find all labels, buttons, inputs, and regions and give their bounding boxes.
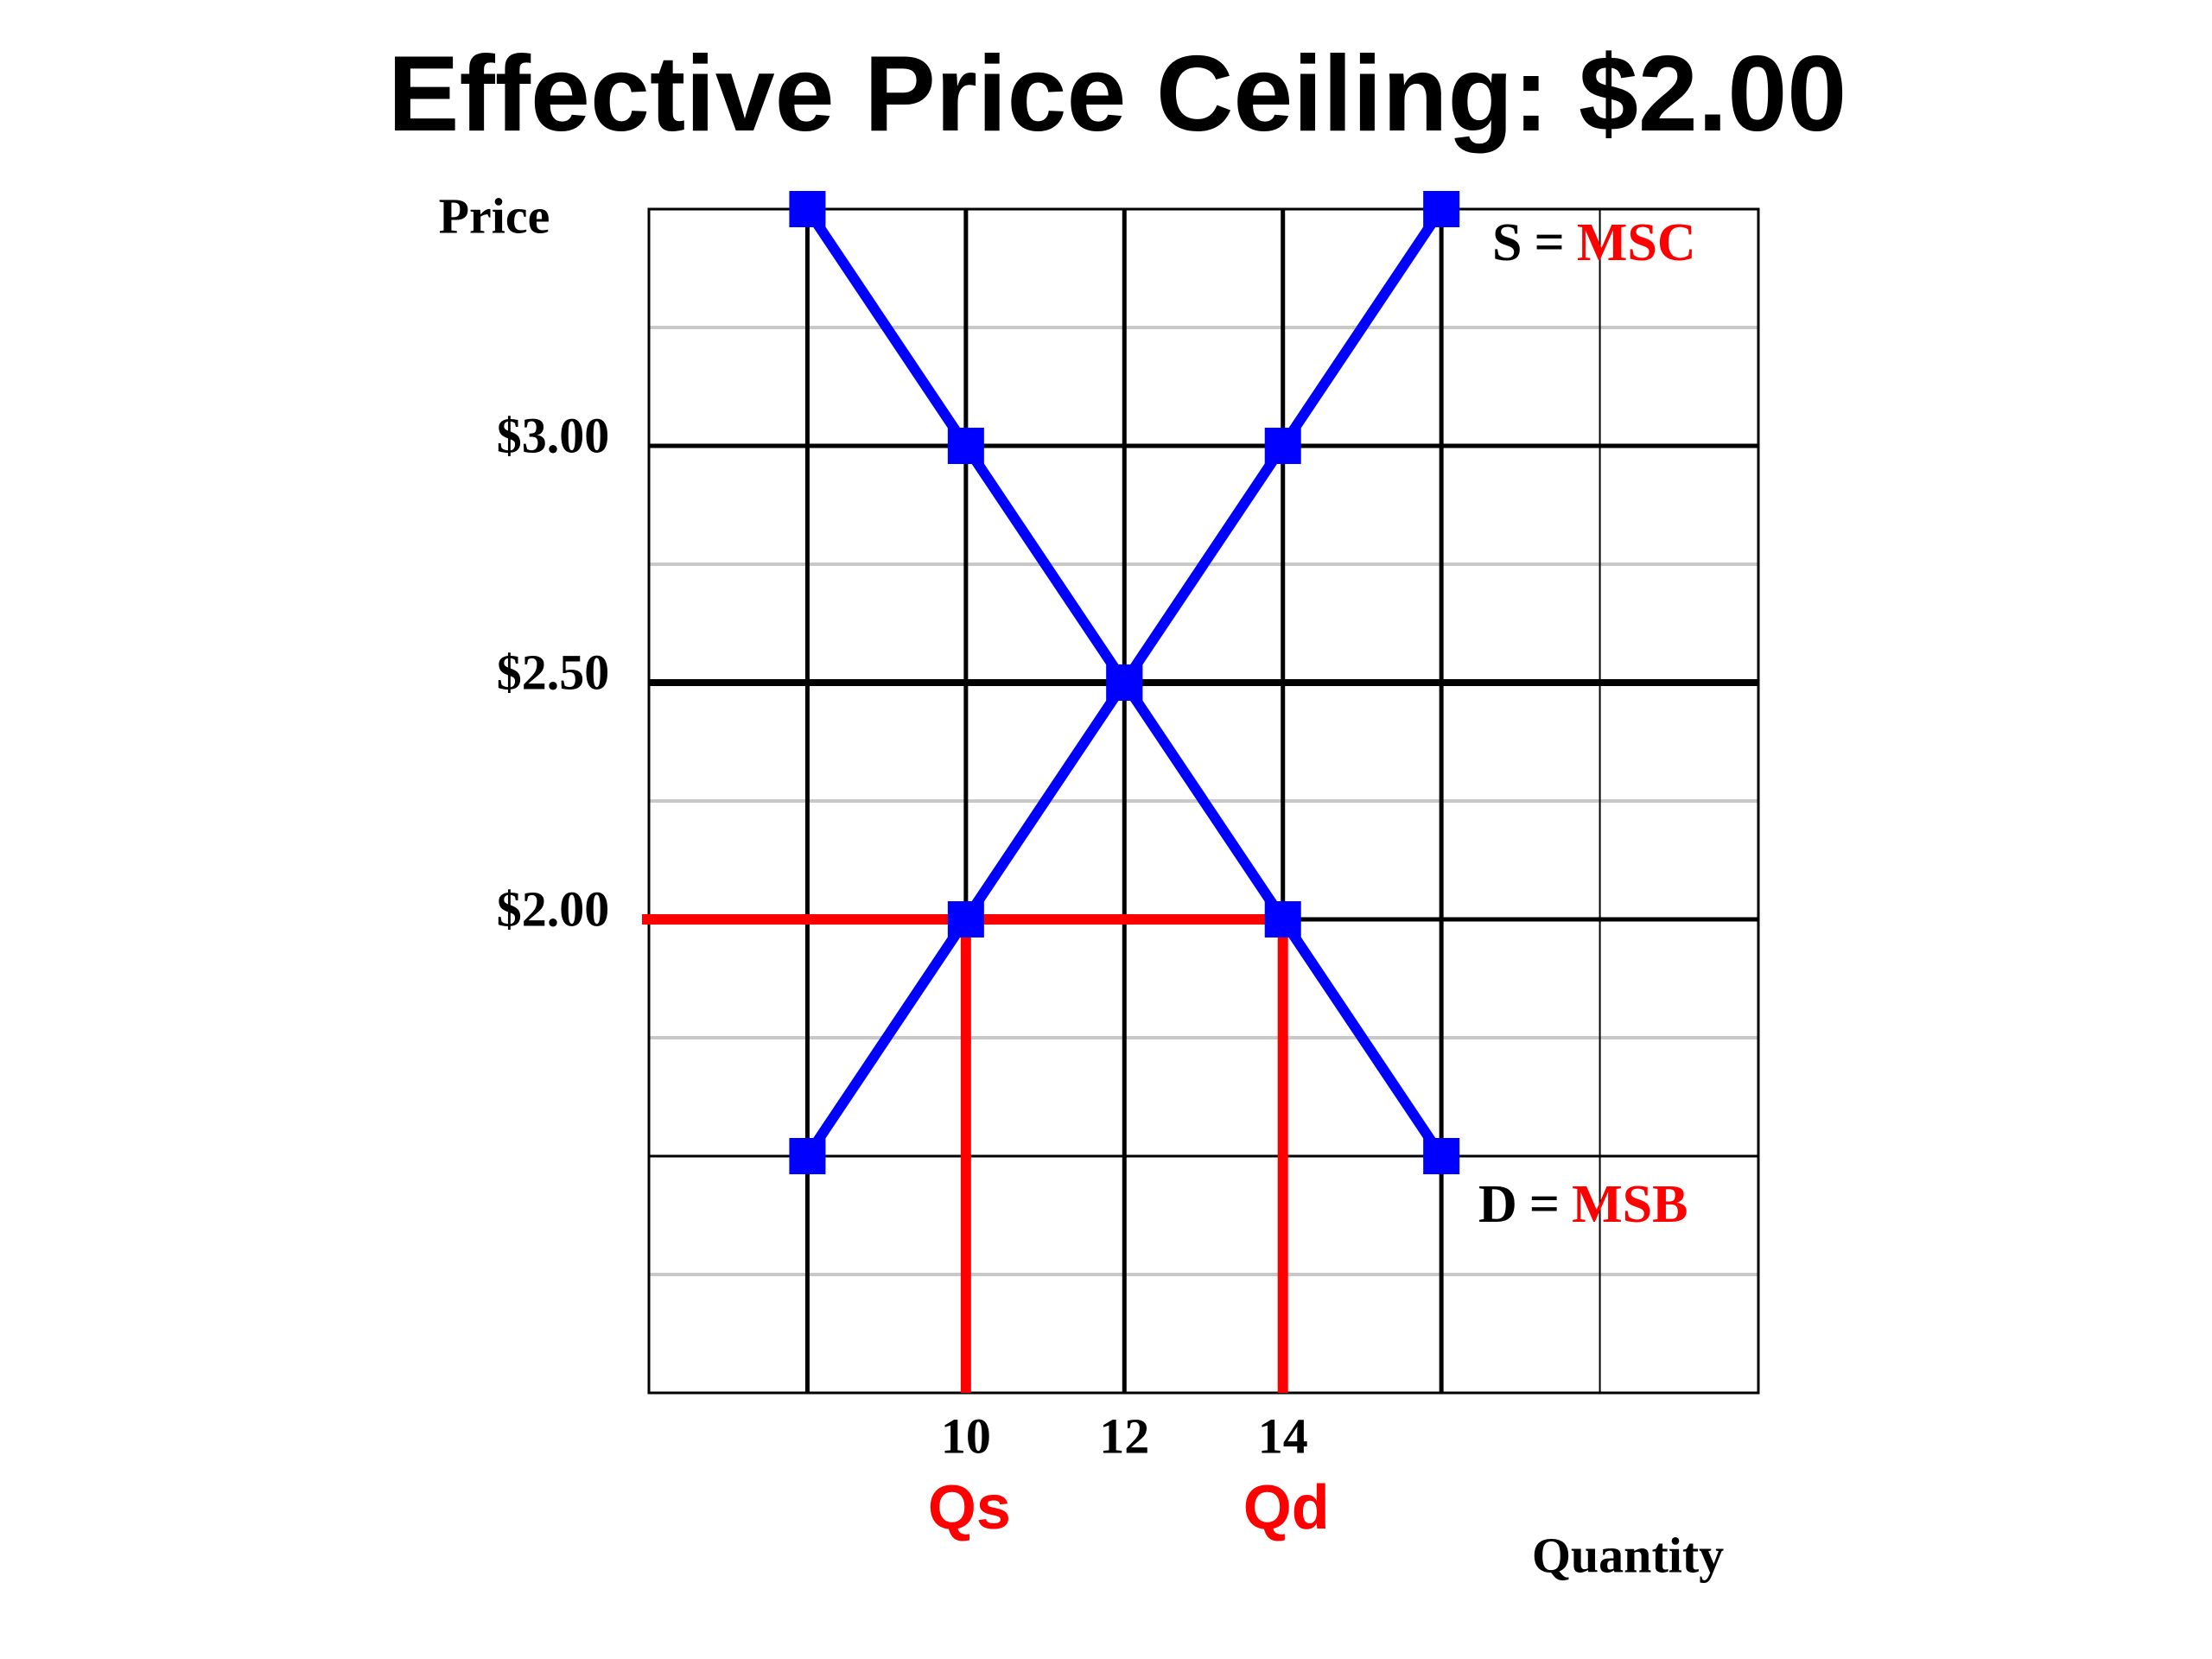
quantity-label: Qs bbox=[928, 1473, 1011, 1542]
x-tick-label: 14 bbox=[1258, 1408, 1308, 1464]
point-marker bbox=[1423, 1138, 1460, 1174]
curve-label-sep: = bbox=[1529, 1175, 1560, 1234]
curve-label-label: MSB bbox=[1572, 1175, 1688, 1234]
y-tick-label: $2.00 bbox=[497, 880, 610, 937]
curve-label: S = MSC bbox=[1492, 213, 1696, 272]
point-marker bbox=[1423, 191, 1460, 227]
plot-frame bbox=[647, 207, 1760, 1395]
point-marker bbox=[1106, 664, 1143, 701]
curve-label: D = MSB bbox=[1478, 1175, 1688, 1234]
y-axis-label: Price bbox=[439, 188, 550, 244]
point-marker bbox=[947, 901, 984, 938]
x-tick-label: 12 bbox=[1099, 1408, 1149, 1464]
point-marker bbox=[1264, 428, 1301, 464]
x-tick-label: 10 bbox=[941, 1408, 991, 1464]
y-tick-label: $2.50 bbox=[497, 644, 610, 700]
y-tick-label: $3.00 bbox=[497, 407, 610, 463]
quantity-label: Qd bbox=[1243, 1473, 1330, 1542]
curve-label-label: MSC bbox=[1577, 213, 1696, 272]
point-marker bbox=[789, 1138, 826, 1174]
chart-title: Effective Price Ceiling: $2.00 bbox=[388, 35, 1847, 154]
curve-label-symbol: D bbox=[1478, 1175, 1517, 1234]
point-marker bbox=[789, 191, 826, 227]
curve-label-symbol: S bbox=[1492, 213, 1522, 272]
x-axis-label: Quantity bbox=[1532, 1527, 1724, 1583]
point-marker bbox=[1264, 901, 1301, 938]
curve-label-sep: = bbox=[1534, 213, 1564, 272]
point-marker bbox=[947, 428, 984, 464]
